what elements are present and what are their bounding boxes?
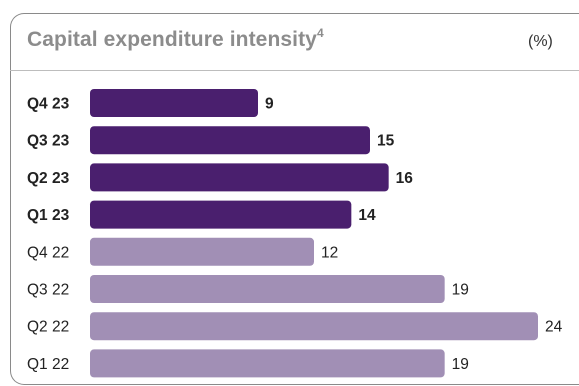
category-label: Q2 23: [27, 170, 70, 187]
value-label: 14: [358, 207, 376, 224]
chart-title: Capital expenditure intensity4: [27, 26, 324, 51]
value-label: 24: [545, 319, 563, 336]
category-label: Q4 23: [27, 96, 70, 113]
title-footnote: 4: [316, 26, 324, 40]
category-label: Q3 23: [27, 133, 70, 150]
value-label: 9: [265, 96, 274, 113]
value-label: 16: [396, 170, 414, 187]
bar: [90, 200, 352, 229]
bar: [90, 89, 258, 117]
value-label: 19: [452, 356, 469, 373]
category-label: Q3 22: [27, 282, 69, 299]
chart-card: [10, 13, 579, 385]
value-label: 19: [452, 282, 469, 299]
category-label: Q1 23: [27, 207, 70, 224]
unit-label: (%): [528, 33, 553, 50]
bar: [90, 237, 314, 266]
value-label: 15: [377, 133, 395, 150]
bar: [90, 126, 370, 155]
title-divider: [10, 70, 579, 71]
bar: [90, 163, 389, 192]
value-label: 12: [321, 244, 338, 261]
category-label: Q1 22: [27, 356, 69, 373]
category-label: Q2 22: [27, 319, 69, 336]
bar: [90, 275, 445, 303]
bar: [90, 349, 445, 378]
category-label: Q4 22: [27, 244, 69, 261]
bar: [90, 312, 538, 341]
